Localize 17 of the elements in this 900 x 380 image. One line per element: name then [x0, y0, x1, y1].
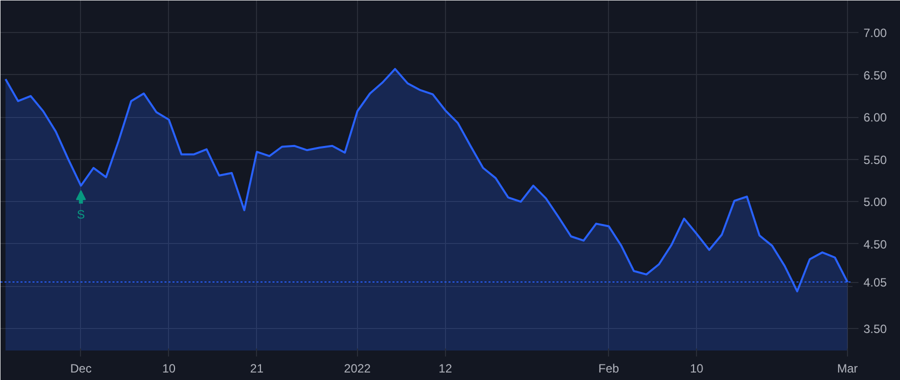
y-tick-label: 5.50 [864, 152, 888, 167]
y-tick-label: 5.00 [864, 195, 888, 210]
ref-line-label: 4.05 [864, 276, 888, 290]
x-tick-label: 21 [250, 362, 264, 376]
y-tick-label: 3.50 [864, 322, 888, 336]
x-tick-label: Dec [70, 362, 92, 376]
y-tick-label: 6.00 [864, 110, 888, 125]
x-tick-label: 2022 [344, 362, 372, 376]
x-tick-label: 10 [162, 362, 176, 376]
y-tick-label: 6.50 [864, 68, 888, 82]
annotation: S [76, 208, 85, 222]
x-tick-label: Mar [837, 362, 858, 376]
x-tick-label: 10 [690, 362, 704, 376]
x-tick-label: Feb [598, 362, 620, 376]
x-tick-label: 12 [438, 362, 452, 376]
y-tick-label: 4.50 [864, 237, 888, 252]
y-tick-label: 7.00 [864, 26, 888, 40]
